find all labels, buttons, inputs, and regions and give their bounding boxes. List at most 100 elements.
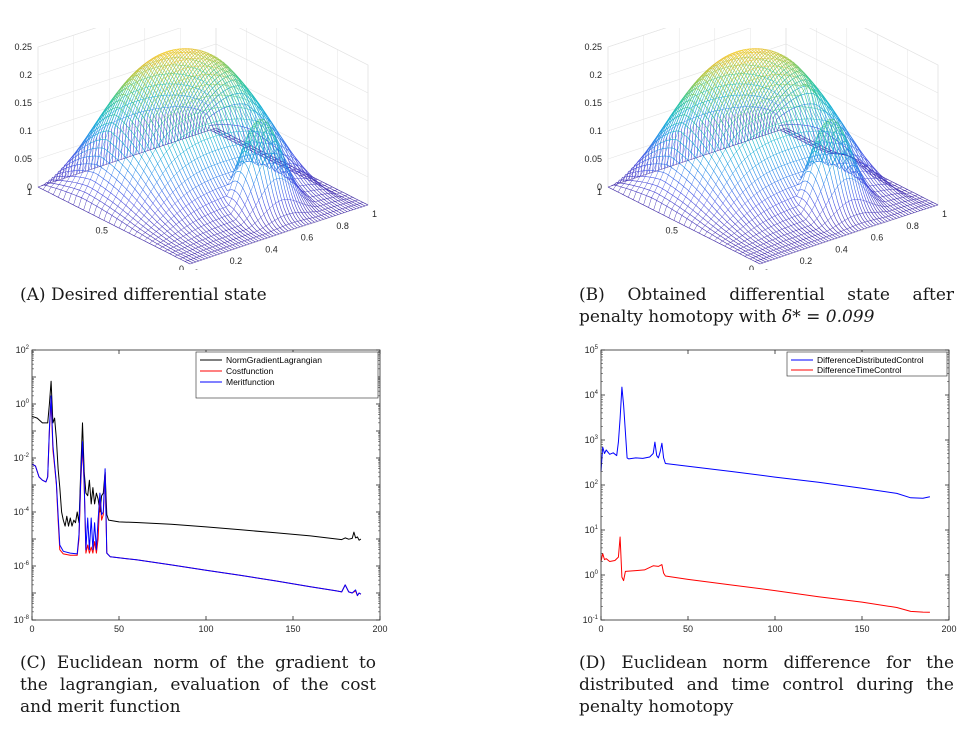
mesh-line xyxy=(220,232,223,236)
mesh-line xyxy=(112,146,116,156)
mesh-line xyxy=(192,137,196,145)
mesh-line xyxy=(236,93,240,104)
mesh-line xyxy=(135,80,139,87)
mesh-line xyxy=(107,113,111,121)
mesh-line xyxy=(153,231,157,234)
mesh-line xyxy=(181,57,185,62)
mesh-line xyxy=(327,195,331,199)
mesh-line xyxy=(101,208,105,211)
mesh-line xyxy=(277,141,281,147)
mesh-line xyxy=(136,89,140,91)
mesh-line xyxy=(190,71,194,77)
mesh-line xyxy=(199,258,203,261)
mesh-line xyxy=(246,96,250,108)
mesh-line xyxy=(172,192,176,197)
mesh-line xyxy=(303,193,307,198)
mesh-line xyxy=(77,145,81,150)
mesh-line xyxy=(310,190,314,194)
mesh-line xyxy=(201,84,205,86)
mesh-line xyxy=(185,101,189,108)
mesh-line xyxy=(106,207,110,213)
mesh-line xyxy=(173,213,178,217)
mesh-line xyxy=(116,115,120,119)
mesh-line xyxy=(188,62,192,67)
mesh-line xyxy=(266,219,270,225)
mesh-line xyxy=(79,172,83,174)
mesh-line xyxy=(193,70,197,76)
mesh-line xyxy=(238,141,242,144)
mesh-line xyxy=(209,85,213,89)
mesh-line xyxy=(251,140,255,152)
mesh-line xyxy=(172,82,177,85)
mesh-line xyxy=(323,199,327,202)
mesh-line xyxy=(316,211,320,214)
mesh-line xyxy=(146,91,151,96)
mesh-line xyxy=(69,186,72,188)
mesh-line xyxy=(156,72,160,77)
mesh-line xyxy=(149,102,153,111)
mesh-line xyxy=(276,130,281,139)
mesh-line xyxy=(210,121,215,124)
mesh-line xyxy=(148,225,152,228)
mesh-line xyxy=(206,52,210,55)
mesh-line xyxy=(189,87,193,90)
mesh-line xyxy=(243,91,247,94)
mesh-line xyxy=(139,136,143,143)
mesh-line xyxy=(177,60,181,62)
mesh-line xyxy=(177,73,181,79)
mesh-line xyxy=(210,57,214,62)
mesh-line xyxy=(123,116,127,119)
mesh-line xyxy=(101,118,105,122)
mesh-line xyxy=(113,123,117,126)
mesh-line xyxy=(213,178,217,184)
mesh-line xyxy=(252,120,256,127)
mesh-line xyxy=(247,132,252,143)
mesh-line xyxy=(152,210,156,214)
mesh-line xyxy=(199,213,203,218)
mesh-line xyxy=(183,143,187,150)
mesh-line xyxy=(269,130,273,142)
mesh-line xyxy=(164,228,168,232)
mesh-line xyxy=(225,173,229,180)
mesh-line xyxy=(121,158,125,160)
mesh-line xyxy=(129,80,133,86)
mesh-line xyxy=(274,144,278,146)
mesh-line xyxy=(151,61,155,64)
mesh-line xyxy=(151,182,155,188)
mesh-line xyxy=(124,94,128,97)
mesh-line xyxy=(227,132,231,134)
mesh-line xyxy=(145,184,149,189)
mesh-line xyxy=(167,50,171,52)
mesh-line xyxy=(215,187,219,190)
mesh-line xyxy=(195,193,199,199)
mesh-line xyxy=(187,243,191,246)
mesh-line xyxy=(49,181,53,184)
mesh-line xyxy=(180,197,184,203)
mesh-line xyxy=(137,182,141,187)
mesh-line xyxy=(217,114,221,121)
mesh-line xyxy=(269,208,273,216)
mesh-line xyxy=(144,80,149,85)
mesh-line xyxy=(209,151,213,153)
mesh-line xyxy=(134,74,138,80)
mesh-line xyxy=(175,224,179,228)
mesh-line xyxy=(87,179,91,187)
mesh-line xyxy=(200,196,204,201)
mesh-line xyxy=(159,245,163,248)
mesh-line xyxy=(219,110,223,125)
mesh-line xyxy=(268,119,272,123)
mesh-line xyxy=(159,186,163,191)
mesh-line xyxy=(145,229,149,233)
mesh-line xyxy=(216,60,220,64)
mesh-line xyxy=(99,128,103,136)
mesh-line xyxy=(249,160,253,163)
mesh-line xyxy=(229,75,233,80)
mesh-line xyxy=(268,160,273,167)
mesh-line xyxy=(222,84,226,91)
mesh-line xyxy=(167,226,171,230)
mesh-line xyxy=(297,160,301,164)
mesh-line xyxy=(228,88,232,96)
mesh-line xyxy=(175,228,179,232)
mesh-line xyxy=(230,240,233,243)
mesh-line xyxy=(183,54,187,59)
